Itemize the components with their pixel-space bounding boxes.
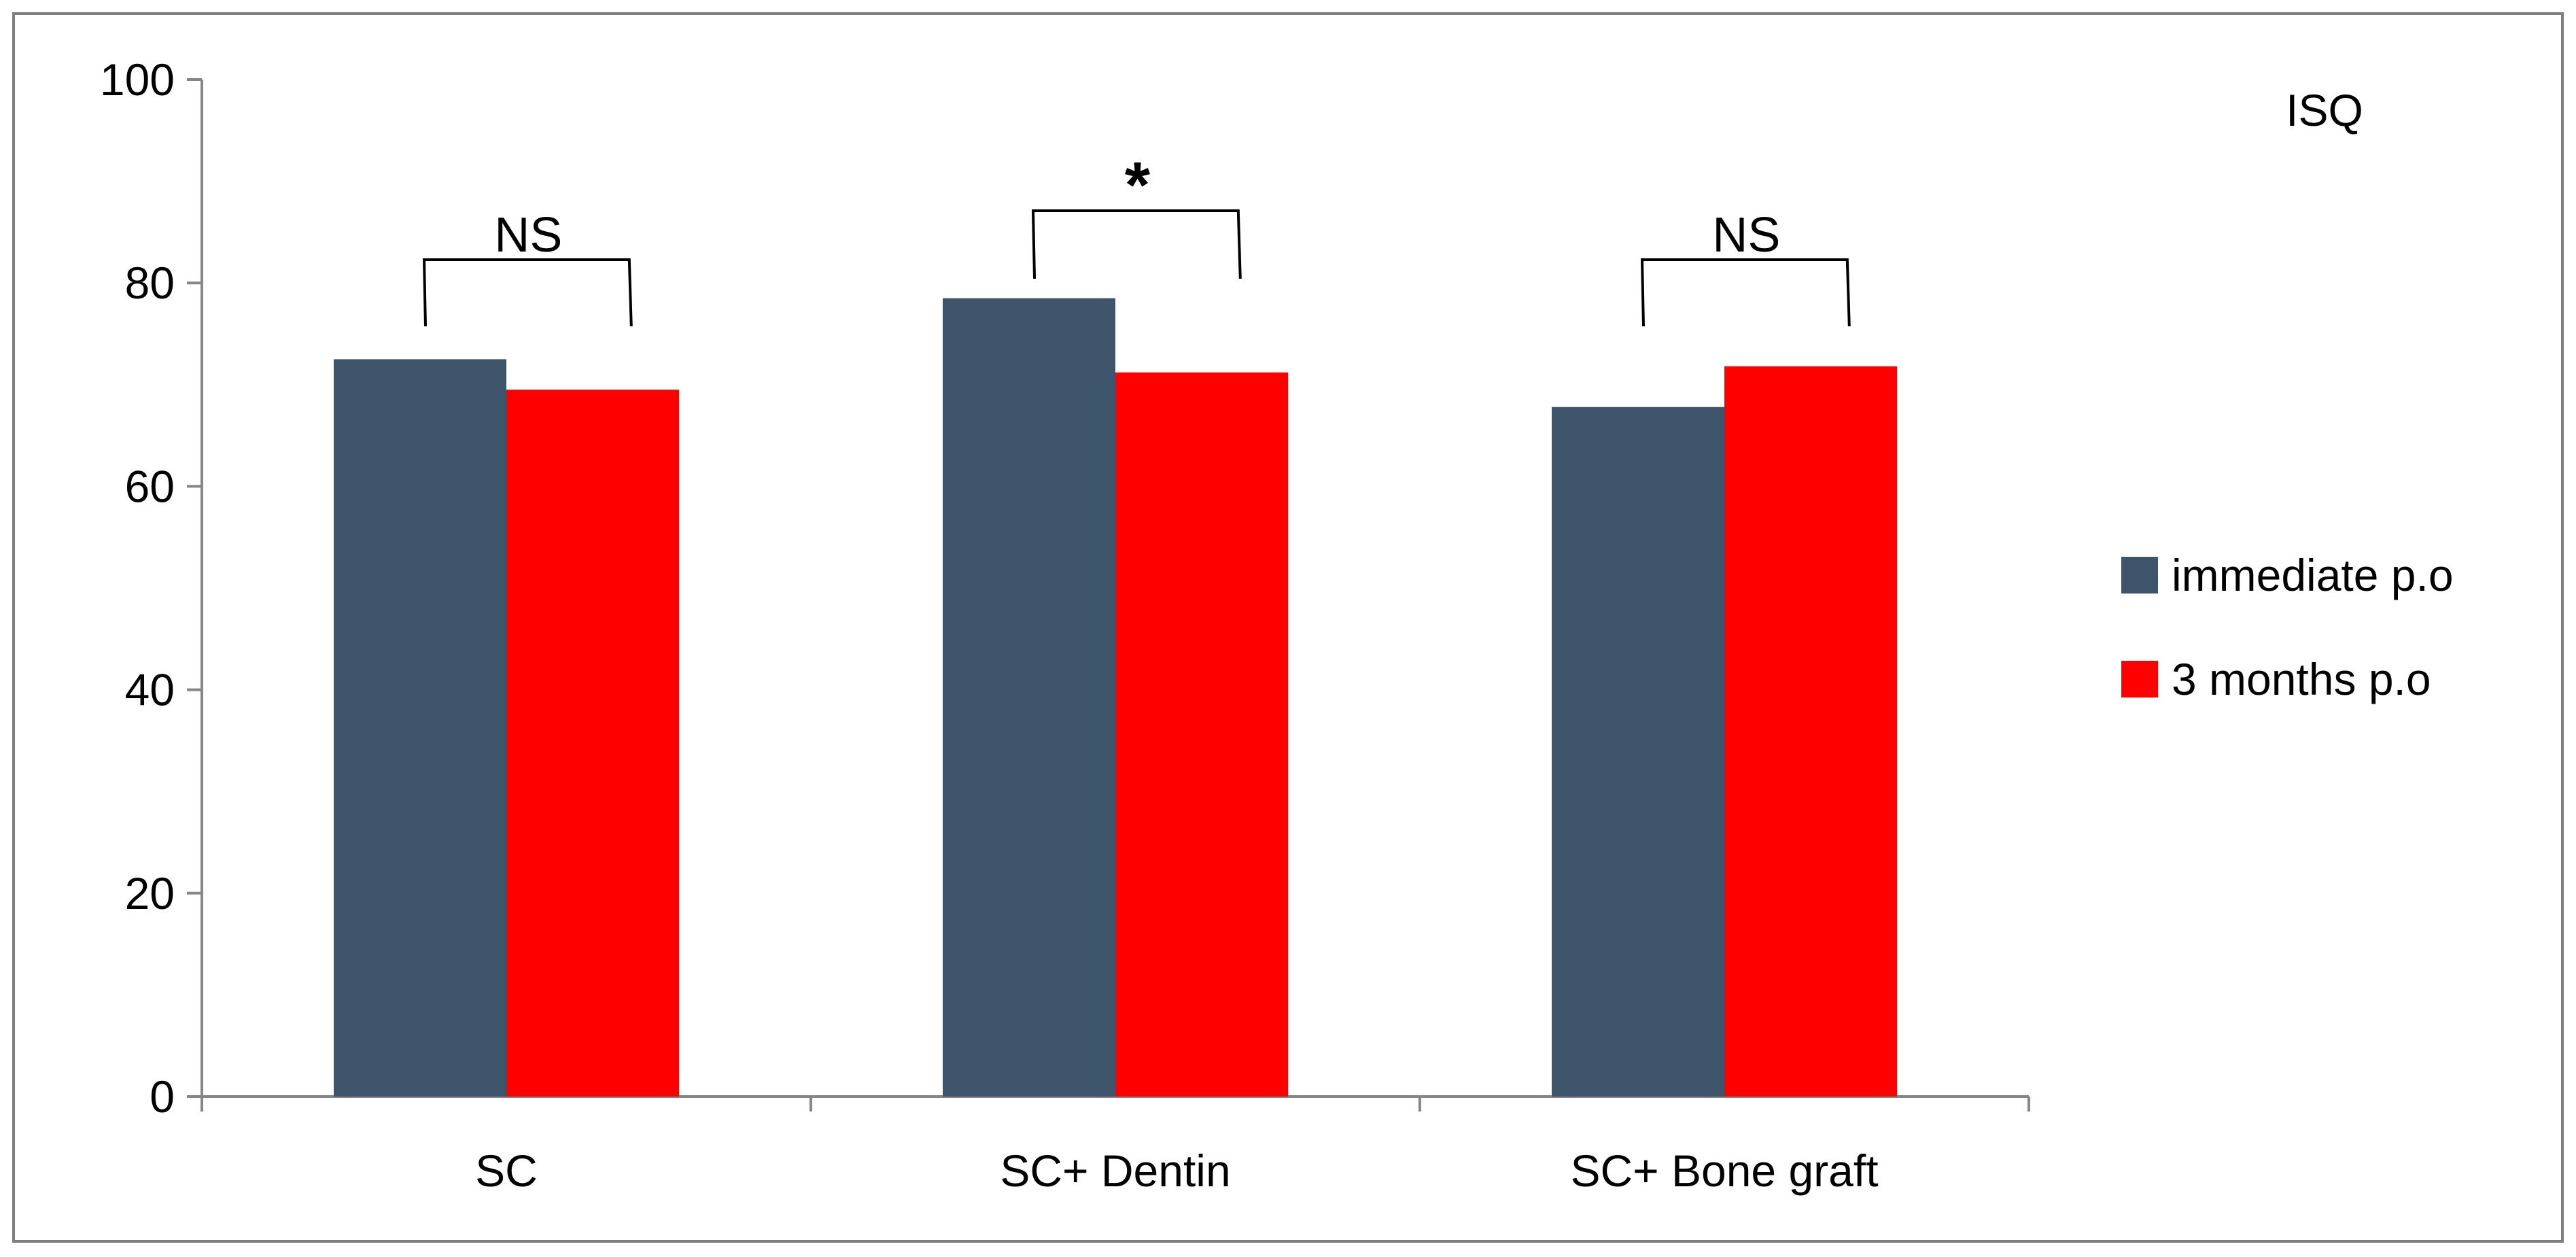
bar-sc-dentin-immediate-p-o <box>943 298 1115 1097</box>
significance-label-sc-dentin: * <box>1125 149 1151 222</box>
significance-label-sc: NS <box>494 208 562 262</box>
y-tick-label-40: 40 <box>125 665 175 715</box>
legend-swatch-3-months-po <box>2121 661 2158 698</box>
category-label-sc-dentin: SC+ Dentin <box>1000 1146 1230 1196</box>
significance-bracket-sc-bone-graft <box>1640 258 1851 327</box>
bar-sc-bone-graft-immediate-p-o <box>1552 407 1724 1097</box>
y-tick-label-0: 0 <box>150 1071 175 1122</box>
significance-bracket-sc-dentin <box>1031 209 1242 279</box>
bar-sc-3-months-p-o <box>506 390 679 1097</box>
category-label-sc-bone-graft: SC+ Bone graft <box>1570 1146 1878 1196</box>
category-labels: SC SC+ Dentin SC+ Bone graft <box>475 1146 1878 1196</box>
chart-title: ISQ <box>2286 85 2363 135</box>
legend-label-immediate-po: immediate p.o <box>2172 550 2454 600</box>
significance-bracket-sc <box>422 258 633 327</box>
y-tick-label-60: 60 <box>125 461 175 511</box>
bar-sc-immediate-p-o <box>334 359 506 1097</box>
bars <box>334 298 1897 1097</box>
legend-swatch-immediate-po <box>2121 557 2158 593</box>
y-tick-label-80: 80 <box>125 258 175 308</box>
y-tick-label-20: 20 <box>125 868 175 918</box>
significance-label-sc-bone-graft: NS <box>1712 208 1780 262</box>
x-ticks <box>201 1097 2030 1112</box>
bar-sc-dentin-3-months-p-o <box>1115 372 1288 1097</box>
y-ticks: 0 20 40 60 80 100 <box>100 54 202 1122</box>
category-label-sc: SC <box>475 1146 538 1196</box>
legend: immediate p.o 3 months p.o <box>2121 550 2454 704</box>
bar-sc-bone-graft-3-months-p-o <box>1724 366 1897 1097</box>
y-tick-label-100: 100 <box>100 54 175 105</box>
significance-brackets: NS * NS <box>422 149 1851 327</box>
legend-label-3-months-po: 3 months p.o <box>2172 654 2431 704</box>
